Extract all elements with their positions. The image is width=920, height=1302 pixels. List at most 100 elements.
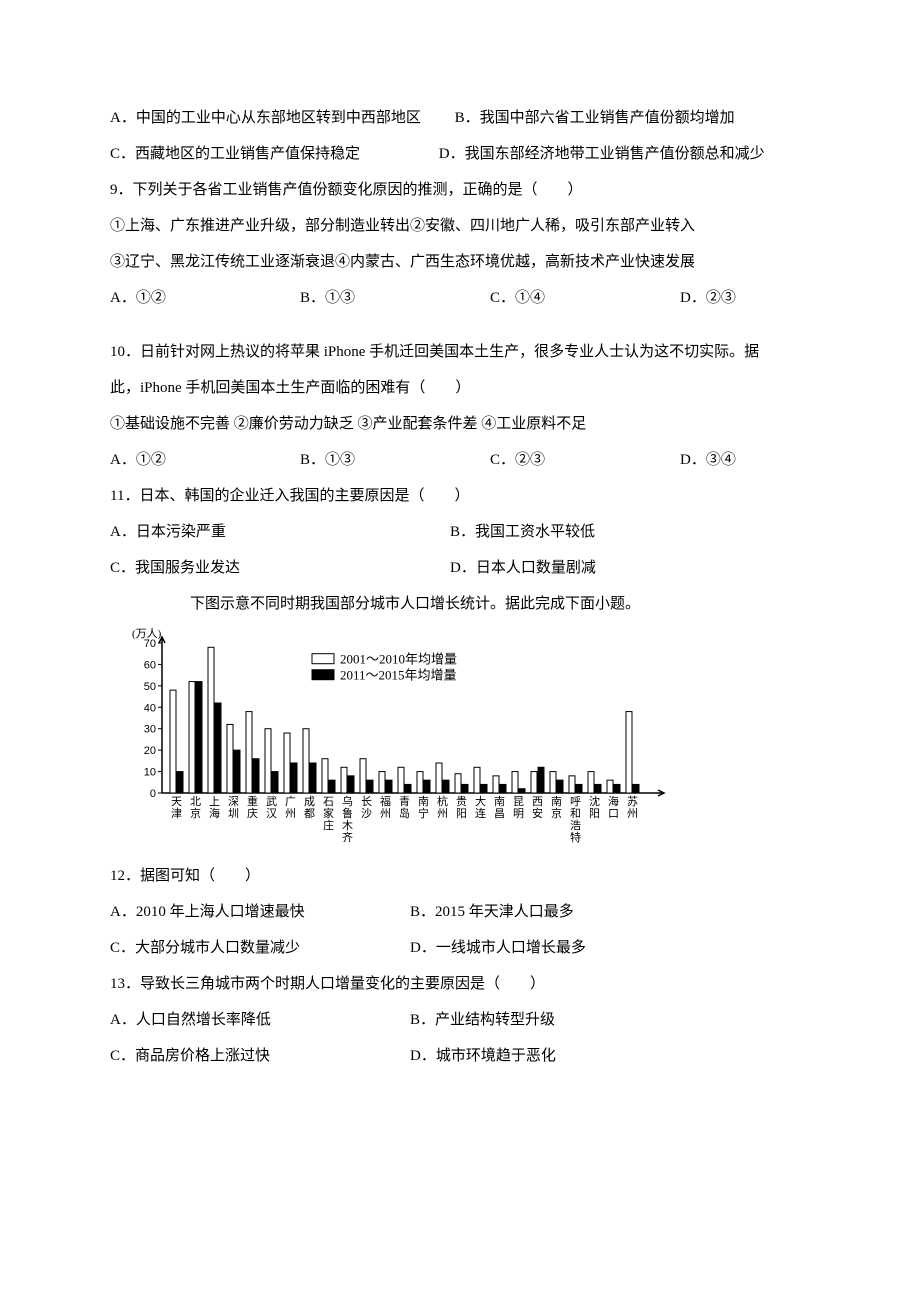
q12-b: B．2015 年天津人口最多 [410, 894, 710, 930]
svg-text:福: 福 [380, 794, 391, 808]
q9-line1: ①上海、广东推进产业升级，部分制造业转出②安徽、四川地广人稀，吸引东部产业转入 [110, 208, 810, 244]
svg-text:乌: 乌 [342, 794, 353, 808]
q11-a: A．日本污染严重 [110, 514, 450, 550]
q13-a: A．人口自然增长率降低 [110, 1002, 410, 1038]
svg-text:州: 州 [437, 808, 448, 820]
svg-text:汉: 汉 [266, 807, 277, 820]
opt-a: A．中国的工业中心从东部地区转到中西部地区 [110, 110, 421, 126]
svg-text:武: 武 [266, 795, 277, 808]
svg-text:京: 京 [190, 806, 201, 820]
svg-text:庆: 庆 [247, 806, 258, 820]
svg-text:20: 20 [144, 745, 156, 757]
q13-c: C．商品房价格上涨过快 [110, 1038, 410, 1074]
svg-text:昆: 昆 [513, 795, 524, 808]
q11-c: C．我国服务业发达 [110, 550, 450, 586]
q-option-ab: A．中国的工业中心从东部地区转到中西部地区 B．我国中部六省工业销售产值份额均增… [110, 100, 810, 136]
svg-text:州: 州 [285, 808, 296, 820]
q10-b: B．①③ [300, 442, 490, 478]
q13-b: B．产业结构转型升级 [410, 1002, 710, 1038]
q10-stem1: 10．日前针对网上热议的将苹果 iPhone 手机迁回美国本土生产，很多专业人士… [110, 334, 810, 370]
q10-options: A．①② B．①③ C．②③ D．③④ [110, 442, 810, 478]
q11-b: B．我国工资水平较低 [450, 514, 595, 550]
q11-cd: C．我国服务业发达 D．日本人口数量剧减 [110, 550, 810, 586]
svg-text:2001～2010年均增量: 2001～2010年均增量 [340, 652, 457, 667]
svg-text:州: 州 [380, 808, 391, 820]
svg-text:大: 大 [475, 794, 486, 808]
svg-text:特: 特 [570, 830, 581, 844]
svg-text:10: 10 [144, 767, 156, 779]
svg-text:上: 上 [209, 795, 220, 808]
svg-text:南: 南 [494, 795, 505, 808]
svg-text:天: 天 [171, 796, 182, 808]
population-chart: (万人)010203040506070天津北京上海深圳重庆武汉广州成都石家庄乌鲁… [116, 628, 666, 848]
svg-text:30: 30 [144, 724, 156, 736]
q11-d: D．日本人口数量剧减 [450, 550, 596, 586]
q12-options: A．2010 年上海人口增速最快 B．2015 年天津人口最多 C．大部分城市人… [110, 894, 810, 966]
svg-text:州: 州 [627, 808, 638, 820]
q10-stem2: 此，iPhone 手机回美国本土生产面临的困难有（ ） [110, 370, 810, 406]
q12-c: C．大部分城市人口数量减少 [110, 930, 410, 966]
q9-b: B．①③ [300, 280, 490, 316]
svg-text:明: 明 [513, 807, 524, 820]
q9-a: A．①② [110, 280, 300, 316]
svg-text:海: 海 [209, 806, 220, 820]
svg-text:北: 北 [190, 795, 201, 808]
q13-stem: 13．导致长三角城市两个时期人口增量变化的主要原因是（ ） [110, 966, 810, 1002]
q11-ab: A．日本污染严重 B．我国工资水平较低 [110, 514, 810, 550]
svg-text:都: 都 [304, 807, 315, 820]
svg-text:家: 家 [323, 806, 334, 820]
svg-text:京: 京 [551, 806, 562, 820]
svg-text:连: 连 [475, 807, 486, 820]
q13-options: A．人口自然增长率降低 B．产业结构转型升级 C．商品房价格上涨过快 D．城市环… [110, 1002, 810, 1074]
svg-text:50: 50 [144, 681, 156, 693]
svg-text:沈: 沈 [589, 794, 600, 808]
svg-text:和: 和 [570, 807, 581, 820]
chart-instruction: 下图示意不同时期我国部分城市人口增长统计。据此完成下面小题。 [110, 586, 810, 622]
q10-d: D．③④ [680, 442, 870, 478]
svg-text:呼: 呼 [570, 795, 581, 808]
svg-text:长: 长 [361, 795, 372, 808]
q9-line2: ③辽宁、黑龙江传统工业逐渐衰退④内蒙古、广西生态环境优越，高新技术产业快速发展 [110, 244, 810, 280]
q9-c: C．①④ [490, 280, 680, 316]
svg-text:安: 安 [532, 806, 543, 820]
svg-text:70: 70 [144, 638, 156, 650]
opt-d: D．我国东部经济地带工业销售产值份额总和减少 [439, 146, 765, 162]
svg-text:苏: 苏 [627, 795, 638, 808]
q9-d: D．②③ [680, 280, 870, 316]
svg-text:庄: 庄 [323, 818, 334, 832]
svg-text:齐: 齐 [342, 830, 353, 844]
q13-d: D．城市环境趋于恶化 [410, 1038, 710, 1074]
svg-text:海: 海 [608, 794, 619, 808]
svg-text:0: 0 [150, 788, 156, 800]
q9-stem: 9．下列关于各省工业销售产值份额变化原因的推测，正确的是（ ） [110, 172, 810, 208]
svg-text:南: 南 [551, 795, 562, 808]
q10-line1: ①基础设施不完善 ②廉价劳动力缺乏 ③产业配套条件差 ④工业原料不足 [110, 406, 810, 442]
svg-text:石: 石 [323, 796, 334, 808]
svg-text:60: 60 [144, 659, 156, 671]
q12-stem: 12．据图可知（ ） [110, 858, 810, 894]
svg-text:圳: 圳 [228, 807, 239, 820]
svg-text:阳: 阳 [456, 807, 467, 820]
svg-text:广: 广 [285, 795, 296, 808]
svg-text:鲁: 鲁 [342, 806, 353, 820]
svg-text:杭: 杭 [437, 794, 448, 808]
q12-d: D．一线城市人口增长最多 [410, 930, 710, 966]
svg-text:南: 南 [418, 795, 429, 808]
q10-c: C．②③ [490, 442, 680, 478]
svg-text:岛: 岛 [399, 806, 410, 820]
q11-stem: 11．日本、韩国的企业迁入我国的主要原因是（ ） [110, 478, 810, 514]
svg-text:沙: 沙 [361, 807, 372, 820]
svg-text:2011～2015年均增量: 2011～2015年均增量 [340, 668, 457, 683]
svg-text:口: 口 [608, 808, 619, 820]
q12-a: A．2010 年上海人口增速最快 [110, 894, 410, 930]
opt-c: C．西藏地区的工业销售产值保持稳定 [110, 146, 360, 162]
svg-text:木: 木 [342, 819, 353, 832]
svg-text:昌: 昌 [494, 807, 505, 820]
svg-text:阳: 阳 [589, 807, 600, 820]
svg-text:深: 深 [228, 795, 239, 808]
svg-text:西: 西 [532, 796, 543, 808]
q10-a: A．①② [110, 442, 300, 478]
svg-text:成: 成 [304, 795, 315, 808]
svg-text:津: 津 [171, 807, 182, 820]
q-option-cd: C．西藏地区的工业销售产值保持稳定 D．我国东部经济地带工业销售产值份额总和减少 [110, 136, 810, 172]
